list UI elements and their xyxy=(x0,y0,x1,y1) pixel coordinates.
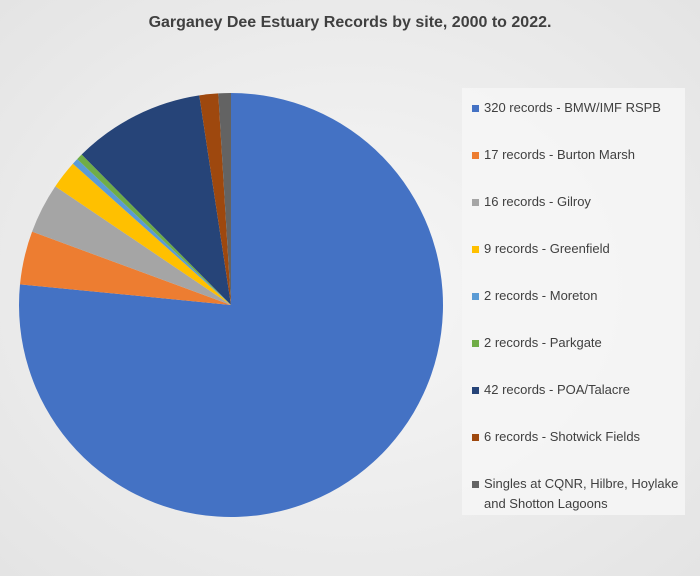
pie-slice xyxy=(199,93,231,306)
pie-slice xyxy=(81,95,232,305)
legend-swatch xyxy=(472,387,479,394)
pie-slice xyxy=(32,186,231,305)
legend-label: 17 records - Burton Marsh xyxy=(484,147,636,162)
pie-slice xyxy=(72,159,231,305)
legend-label: 42 records - POA/Talacre xyxy=(484,382,630,397)
legend-swatch xyxy=(472,340,479,347)
legend-item: 6 records - Shotwick Fields xyxy=(472,427,679,474)
legend-swatch xyxy=(472,246,479,253)
legend-label: 6 records - Shotwick Fields xyxy=(484,429,641,444)
legend-item: 2 records - Moreton xyxy=(472,286,679,333)
legend-item: 42 records - POA/Talacre xyxy=(472,380,679,427)
legend-swatch xyxy=(472,199,479,206)
legend: 320 records - BMW/IMF RSPB 17 records - B… xyxy=(462,88,685,515)
chart-title: Garganey Dee Estuary Records by site, 20… xyxy=(149,14,552,31)
legend-swatch xyxy=(472,293,479,300)
pie-slice xyxy=(77,154,231,305)
legend-label: Singles at CQNR, Hilbre, Hoylake and Sho… xyxy=(484,476,679,511)
pie-slice xyxy=(18,93,444,517)
legend-item: Singles at CQNR, Hilbre, Hoylake and Sho… xyxy=(472,474,679,521)
pie-slice xyxy=(218,93,231,305)
legend-label: 9 records - Greenfield xyxy=(484,241,610,256)
legend-item: 9 records - Greenfield xyxy=(472,239,679,286)
legend-label: 2 records - Parkgate xyxy=(484,335,602,350)
legend-swatch xyxy=(472,481,479,488)
legend-item: 2 records - Parkgate xyxy=(472,333,679,380)
legend-item: 17 records - Burton Marsh xyxy=(472,145,679,192)
pie-slice xyxy=(55,163,231,305)
pie-slice xyxy=(20,231,231,305)
legend-swatch xyxy=(472,105,479,112)
legend-item: 16 records - Gilroy xyxy=(472,192,679,239)
legend-swatch xyxy=(472,434,479,441)
legend-label: 16 records - Gilroy xyxy=(484,194,591,209)
legend-label: 320 records - BMW/IMF RSPB xyxy=(484,100,661,115)
legend-swatch xyxy=(472,152,479,159)
legend-label: 2 records - Moreton xyxy=(484,288,598,303)
legend-item: 320 records - BMW/IMF RSPB xyxy=(472,98,679,145)
